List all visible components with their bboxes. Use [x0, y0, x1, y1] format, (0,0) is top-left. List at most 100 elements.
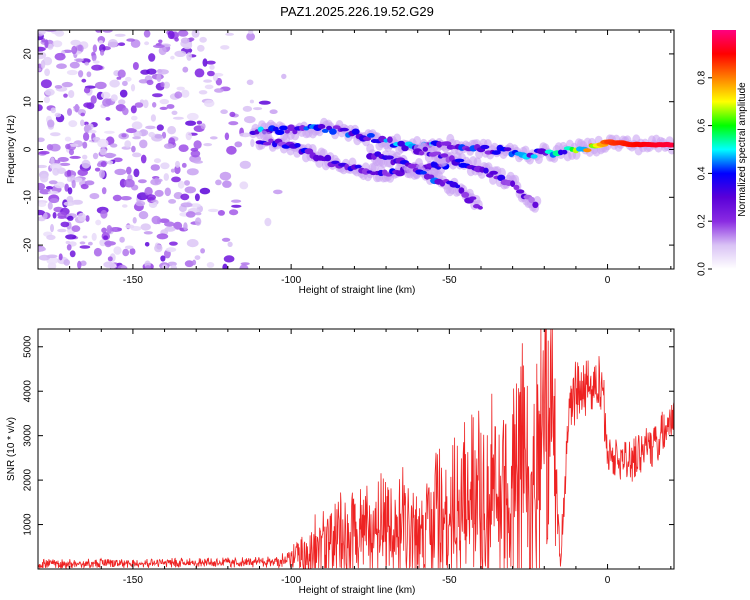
spectrogram-noise-cell: [226, 145, 237, 155]
spectrogram-noise-cell: [194, 68, 205, 78]
x-tick-label: 0: [605, 275, 611, 286]
y-tick-label: 4000: [23, 380, 34, 403]
spectrogram-noise-cell: [83, 132, 90, 142]
spectrogram-noise-cell: [190, 147, 199, 152]
spectrogram-ridge-cell: [469, 196, 477, 200]
spectrogram-ridge-cell: [432, 151, 442, 156]
spectrogram-noise-cell: [57, 228, 67, 233]
spectrogram-noise-cell: [182, 66, 189, 73]
spectrogram-noise-cell: [109, 227, 122, 232]
spectrogram-noise-cell: [68, 120, 78, 128]
spectrogram-noise-cell: [209, 64, 215, 70]
spectrogram-ridge-cell: [418, 150, 425, 156]
spectrogram-noise-cell: [250, 138, 255, 148]
colorbar-tick-label: 0.8: [697, 70, 708, 84]
spectrogram-noise-cell: [225, 32, 235, 36]
spectrogram-noise-cell: [170, 55, 175, 60]
spectrogram-ridge-cell: [401, 144, 409, 152]
spectrogram-noise-cell: [206, 262, 215, 268]
spectrogram-noise-cell: [186, 168, 199, 176]
spectrogram-noise-cell: [177, 180, 185, 189]
spectrogram-noise-cell: [194, 193, 200, 202]
spectrogram-noise-cell: [156, 124, 164, 131]
spectrogram-noise-cell: [139, 139, 148, 149]
spectrogram-ridge-cell: [339, 127, 349, 132]
spectrogram-noise-cell: [133, 130, 142, 138]
spectrogram-noise-cell: [181, 162, 187, 168]
spectrogram-noise-cell: [54, 85, 63, 89]
spectrogram-ridge-cell: [268, 138, 274, 144]
spectrogram-noise-cell: [135, 200, 146, 207]
spectrogram-noise-cell: [170, 264, 177, 269]
spectrogram-noise-cell: [180, 37, 190, 44]
spectrogram-noise-cell: [81, 78, 87, 83]
spectrogram-noise-cell: [47, 119, 55, 128]
spectrogram-noise-cell: [46, 234, 56, 240]
spectrogram-noise-cell: [264, 217, 272, 227]
spectrogram-noise-cell: [239, 181, 249, 190]
spectrogram-noise-cell: [54, 30, 65, 37]
spectrogram-noise-cell: [58, 253, 63, 261]
spectrogram-noise-cell: [73, 105, 80, 110]
spectrogram-noise-cell: [64, 136, 72, 142]
spectrogram-noise-cell: [103, 261, 115, 268]
spectrogram-noise-cell: [93, 247, 102, 257]
spectrogram-noise-cell: [242, 105, 253, 112]
spectrogram-noise-cell: [52, 167, 60, 176]
spectrogram-ridge-cell: [263, 141, 272, 146]
x-tick-label: -150: [123, 575, 143, 586]
spectrogram-noise-cell: [207, 70, 215, 77]
spectrogram-noise-cell: [99, 44, 106, 53]
spectrogram-noise-cell: [213, 72, 224, 77]
spectrogram-noise-cell: [107, 39, 118, 48]
spectrogram-noise-cell: [152, 93, 163, 98]
colorbar-tick-label: 0.6: [697, 118, 708, 132]
spectrogram-noise-cell: [163, 143, 174, 149]
spectrogram-ridge-cell: [321, 128, 329, 133]
spectrogram-noise-cell: [176, 86, 185, 91]
spectrogram-noise-cell: [159, 98, 170, 105]
spectrogram-noise-cell: [71, 225, 81, 233]
spectrogram-noise-cell: [223, 255, 235, 263]
spectrogram-noise-cell: [92, 136, 101, 142]
spectrogram-noise-cell: [186, 112, 199, 121]
spectrogram-noise-cell: [66, 69, 78, 76]
spectrogram-noise-cell: [146, 68, 157, 75]
spectrogram-noise-cell: [66, 169, 72, 177]
spectrogram-noise-cell: [145, 125, 156, 130]
spectrogram-noise-cell: [83, 121, 89, 126]
spectrogram-noise-cell: [84, 180, 95, 186]
spectrogram-noise-cell: [196, 120, 203, 125]
spectrogram-ridge-cell: [455, 184, 461, 189]
spectrogram-noise-cell: [239, 264, 249, 269]
spectrogram-noise-cell: [134, 102, 144, 108]
spectrogram-noise-cell: [183, 222, 188, 231]
spectrogram-noise-cell: [246, 79, 254, 86]
spectrogram-noise-cell: [180, 193, 190, 201]
spectrogram-noise-cell: [132, 136, 142, 140]
spectrogram-noise-cell: [38, 164, 48, 169]
spectrogram-noise-cell: [43, 96, 51, 104]
spectrogram-noise-cell: [143, 231, 153, 235]
spectrogram-noise-cell: [94, 167, 101, 172]
snr-series-line: [38, 329, 674, 569]
spectrogram-noise-cell: [81, 159, 91, 169]
spectrogram-noise-cell: [273, 189, 283, 195]
spectrogram-noise-cell: [69, 250, 76, 258]
spectrogram-noise-cell: [145, 265, 151, 269]
spectrogram-noise-cell: [44, 88, 55, 96]
spectrogram-noise-cell: [200, 248, 206, 254]
snr-y-label: SNR (10 * v/v): [6, 417, 17, 481]
spectrogram-noise-cell: [138, 79, 149, 84]
spectrogram-noise-cell: [61, 81, 73, 88]
spectrogram-noise-cell: [100, 91, 111, 99]
spectrogram-noise-cell: [122, 80, 128, 87]
spectrogram-noise-cell: [97, 138, 109, 148]
spectrogram-ridge-cell: [397, 140, 406, 147]
colorbar-tick-label: 0.0: [697, 262, 708, 276]
spectrogram-ridge-cell: [440, 153, 449, 158]
spectrogram-noise-cell: [121, 133, 127, 138]
spectrogram-ridge-cell: [664, 142, 674, 148]
x-tick-label: 0: [605, 575, 611, 586]
